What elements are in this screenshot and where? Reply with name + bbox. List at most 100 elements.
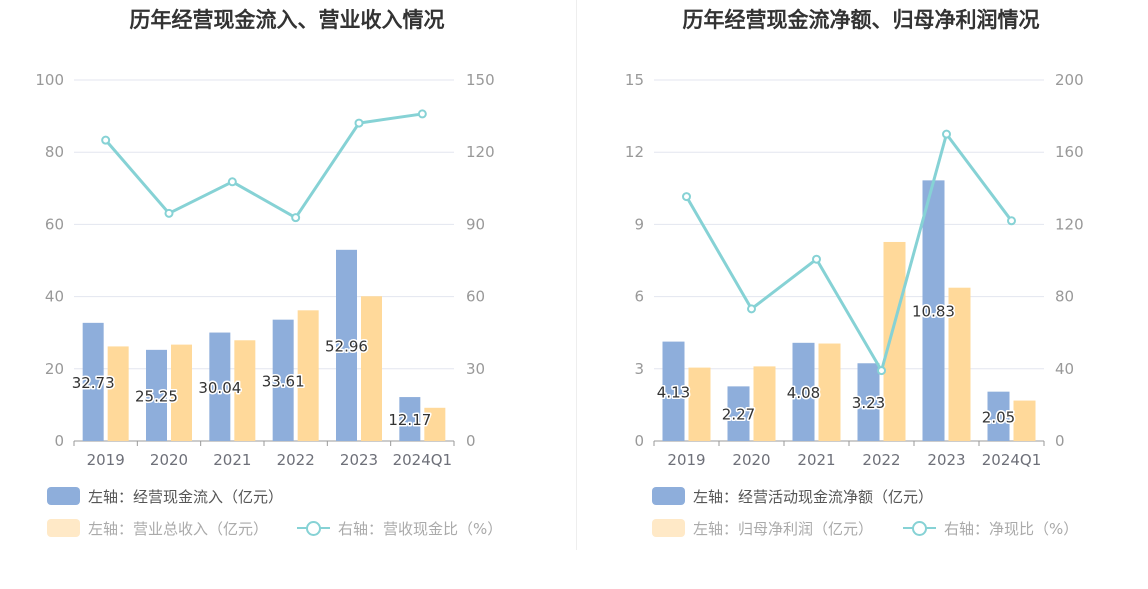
- bar-secondary: [883, 241, 906, 441]
- legend-item[interactable]: 左轴：归母净利润（亿元）: [652, 517, 873, 539]
- bar-secondary: [948, 287, 971, 441]
- line-circle-teal-icon: [297, 519, 330, 537]
- bar-primary: [922, 180, 945, 441]
- bar-data-label: 25.25: [135, 387, 178, 405]
- y-right-tick-label: 0: [466, 432, 476, 450]
- chart-title: 历年经营现金流净额、归母净利润情况: [682, 8, 1040, 32]
- bar-data-label: 30.04: [198, 379, 241, 397]
- bar-primary: [336, 249, 357, 441]
- y-right-tick-label: 30: [466, 360, 485, 378]
- bar-primary: [857, 363, 880, 441]
- line-series: [104, 112, 423, 220]
- line-point: [812, 254, 821, 264]
- x-tick-label: 2019: [667, 451, 705, 469]
- y-left-tick-label: 15: [625, 71, 644, 89]
- x-tick-label: 2021: [797, 451, 835, 469]
- y-right-tick-label: 200: [1055, 71, 1084, 89]
- line-series: [685, 132, 1013, 373]
- line-point: [101, 135, 111, 145]
- x-tick-label: 2020: [150, 451, 188, 469]
- chart-panel-right: 历年经营现金流净额、归母净利润情况 0 0 3 40 6 80 9 120 12 160 15 200…: [574, 0, 1148, 589]
- x-tick-label: 2024Q1: [393, 451, 453, 469]
- y-left-tick-label: 60: [45, 215, 64, 233]
- legend-label: 右轴：净现比（%）: [944, 519, 1079, 538]
- y-left-tick-label: 0: [54, 432, 64, 450]
- bar-data-label: 4.08: [787, 384, 820, 402]
- bar-secondary: [753, 366, 776, 441]
- bar-swatch-blue-icon: [47, 487, 80, 505]
- bar-primary: [399, 397, 421, 441]
- bar-data-label: 32.73: [72, 374, 115, 392]
- line-point: [417, 109, 427, 119]
- bar-data-label: 2.05: [982, 408, 1015, 426]
- line-point: [291, 213, 301, 223]
- y-left-tick-label: 9: [634, 215, 644, 233]
- bar-data-label: 2.27: [722, 406, 755, 424]
- x-tick-label: 2022: [277, 451, 315, 469]
- y-right-tick-label: 120: [466, 143, 495, 161]
- legend-label: 右轴：营收现金比（%）: [338, 519, 503, 538]
- y-left-tick-label: 12: [625, 143, 644, 161]
- x-tick-label: 2022: [862, 451, 900, 469]
- line-point: [1007, 216, 1016, 226]
- y-left-tick-label: 0: [634, 432, 644, 450]
- bar-secondary: [361, 296, 382, 441]
- x-tick-label: 2023: [340, 451, 378, 469]
- chart-plot: 0 0 20 30 40 60 60 90 80 120 100 150 2019 2020 2021 202…: [35, 71, 495, 469]
- y-left-tick-label: 80: [45, 143, 64, 161]
- legend-item[interactable]: 左轴：营业总收入（亿元）: [47, 517, 268, 539]
- bar-primary: [82, 322, 104, 441]
- legend-item[interactable]: 左轴：经营现金流入（亿元）: [47, 485, 283, 507]
- line-point: [877, 366, 886, 376]
- legend-item[interactable]: 右轴：净现比（%）: [903, 517, 1078, 539]
- x-tick-label: 2023: [927, 451, 965, 469]
- line-point: [164, 208, 174, 218]
- bar-secondary: [818, 343, 841, 441]
- chart-title: 历年经营现金流入、营业收入情况: [129, 8, 445, 32]
- bar-swatch-orange-icon: [47, 519, 80, 537]
- y-right-tick-label: 120: [1055, 215, 1084, 233]
- line-point: [354, 118, 364, 128]
- bar-secondary: [424, 407, 446, 441]
- y-right-tick-label: 80: [1055, 288, 1074, 306]
- legend-label: 左轴：经营活动现金流净额（亿元）: [693, 487, 934, 506]
- bar-primary: [209, 332, 231, 441]
- bar-data-label: 10.83: [912, 303, 955, 321]
- y-left-tick-label: 3: [634, 360, 644, 378]
- legend-item[interactable]: 右轴：营收现金比（%）: [297, 517, 502, 539]
- bar-primary: [662, 341, 685, 441]
- bar-primary: [792, 342, 815, 441]
- y-right-tick-label: 150: [466, 71, 495, 89]
- x-tick-label: 2024Q1: [982, 451, 1042, 469]
- y-right-tick-label: 40: [1055, 360, 1074, 378]
- bar-data-label: 52.96: [325, 337, 368, 355]
- legend-label: 左轴：归母净利润（亿元）: [693, 519, 874, 538]
- line-point: [747, 304, 756, 314]
- y-left-tick-label: 6: [634, 288, 644, 306]
- bar-data-label: 3.23: [852, 394, 885, 412]
- legend-item[interactable]: 左轴：经营活动现金流净额（亿元）: [652, 485, 933, 507]
- bar-secondary: [688, 367, 711, 441]
- line-circle-teal-icon: [903, 519, 936, 537]
- legend-label: 左轴：营业总收入（亿元）: [88, 519, 269, 538]
- legend-label: 左轴：经营现金流入（亿元）: [88, 487, 284, 506]
- x-tick-label: 2019: [87, 451, 125, 469]
- bar-swatch-blue-icon: [652, 487, 685, 505]
- line-point: [227, 177, 237, 187]
- y-left-tick-label: 100: [35, 71, 64, 89]
- x-tick-label: 2020: [732, 451, 770, 469]
- bar-data-label: 33.61: [262, 372, 305, 390]
- bar-primary: [272, 319, 294, 441]
- y-left-tick-label: 20: [45, 360, 64, 378]
- y-right-tick-label: 0: [1055, 432, 1065, 450]
- bar-primary: [987, 391, 1010, 441]
- bar-secondary: [107, 346, 129, 441]
- panel-divider: [576, 0, 577, 550]
- bar-data-label: 4.13: [657, 383, 690, 401]
- line-point: [682, 192, 691, 202]
- bar-secondary: [1013, 400, 1036, 441]
- bar-secondary: [171, 344, 192, 441]
- bar-secondary: [297, 310, 319, 441]
- bar-swatch-orange-icon: [652, 519, 685, 537]
- x-tick-label: 2021: [213, 451, 251, 469]
